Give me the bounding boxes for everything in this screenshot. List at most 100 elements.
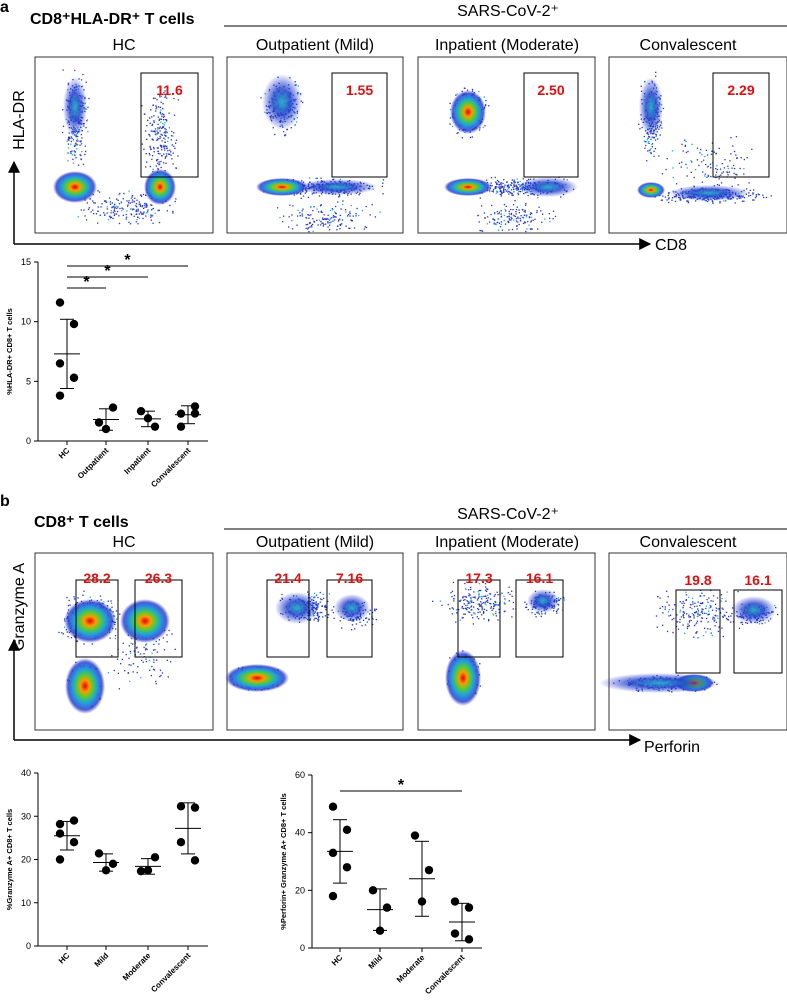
event-dot — [682, 604, 685, 607]
event-dot — [130, 197, 132, 200]
event-dot — [555, 610, 558, 613]
event-dot — [316, 219, 318, 221]
event-dot — [714, 614, 716, 616]
event-dot — [667, 194, 669, 197]
event-dot — [736, 157, 738, 160]
event-dot — [703, 627, 706, 629]
event-dot — [328, 593, 331, 595]
event-dot — [671, 150, 674, 152]
event-dot — [139, 194, 142, 196]
event-dot — [468, 589, 470, 591]
event-dot — [339, 218, 341, 220]
event-dot — [148, 133, 150, 136]
event-dot — [451, 607, 453, 609]
event-dot — [493, 222, 495, 224]
event-dot — [681, 143, 683, 145]
event-dot — [470, 605, 473, 607]
event-dot — [497, 593, 499, 596]
event-dot — [72, 139, 75, 141]
event-dot — [691, 161, 693, 163]
event-dot — [329, 224, 331, 226]
event-dot — [700, 602, 703, 605]
event-dot — [495, 612, 497, 615]
event-dot — [350, 204, 353, 207]
event-dot — [507, 591, 509, 594]
event-dot — [647, 142, 649, 144]
event-dot — [366, 621, 368, 623]
group-header: SARS-CoV-2⁺ — [457, 506, 559, 523]
event-dot — [332, 612, 335, 614]
event-dot — [155, 682, 157, 685]
event-dot — [85, 81, 87, 83]
event-dot — [374, 609, 376, 612]
event-dot — [159, 106, 162, 109]
event-dot — [459, 619, 461, 621]
event-dot — [170, 151, 172, 153]
event-dot — [481, 614, 483, 616]
event-dot — [522, 222, 525, 225]
event-dot — [76, 144, 78, 146]
event-dot — [341, 219, 344, 221]
event-dot — [131, 201, 133, 203]
event-dot — [156, 651, 159, 653]
event-dot — [712, 600, 714, 602]
event-dot — [121, 210, 123, 212]
event-dot — [146, 124, 148, 127]
event-dot — [114, 635, 117, 637]
event-dot — [712, 595, 715, 597]
x-axis-label: CD8 — [655, 237, 687, 254]
event-dot — [715, 621, 718, 624]
event-dot — [77, 597, 79, 599]
event-dot — [76, 138, 78, 140]
event-dot — [530, 212, 533, 215]
event-dot — [109, 637, 111, 639]
event-dot — [133, 215, 135, 217]
event-dot — [162, 126, 165, 128]
event-dot — [495, 601, 497, 603]
event-dot — [509, 219, 511, 221]
event-dot — [461, 617, 463, 619]
event-dot — [719, 168, 722, 170]
event-dot — [67, 152, 69, 154]
event-dot — [116, 658, 119, 660]
event-dot — [158, 138, 160, 140]
event-dot — [554, 215, 557, 218]
event-dot — [315, 594, 318, 596]
event-dot — [351, 220, 354, 222]
event-dot — [529, 213, 532, 216]
density-blob — [669, 185, 749, 201]
event-dot — [700, 611, 702, 614]
event-dot — [152, 649, 155, 651]
event-dot — [276, 207, 279, 209]
event-dot — [80, 140, 82, 143]
event-dot — [128, 190, 130, 192]
event-dot — [109, 217, 112, 219]
event-dot — [338, 196, 340, 198]
event-dot — [89, 596, 91, 598]
event-dot — [708, 607, 710, 609]
density-blob — [53, 171, 97, 203]
event-dot — [312, 210, 314, 212]
event-dot — [705, 163, 707, 166]
event-dot — [481, 602, 483, 604]
event-dot — [507, 189, 509, 191]
event-dot — [534, 218, 536, 220]
event-dot — [119, 207, 121, 210]
event-dot — [382, 179, 385, 181]
event-dot — [323, 218, 325, 221]
event-dot — [560, 196, 562, 198]
event-dot — [165, 145, 168, 148]
event-dot — [69, 604, 71, 606]
event-dot — [327, 222, 329, 224]
event-dot — [462, 599, 465, 601]
event-dot — [125, 218, 127, 220]
event-dot — [721, 172, 723, 174]
event-dot — [541, 213, 544, 215]
event-dot — [720, 182, 723, 184]
event-dot — [291, 214, 293, 216]
event-dot — [334, 212, 337, 214]
event-dot — [477, 590, 480, 592]
event-dot — [99, 214, 101, 216]
event-dot — [644, 147, 646, 149]
event-dot — [158, 127, 161, 129]
